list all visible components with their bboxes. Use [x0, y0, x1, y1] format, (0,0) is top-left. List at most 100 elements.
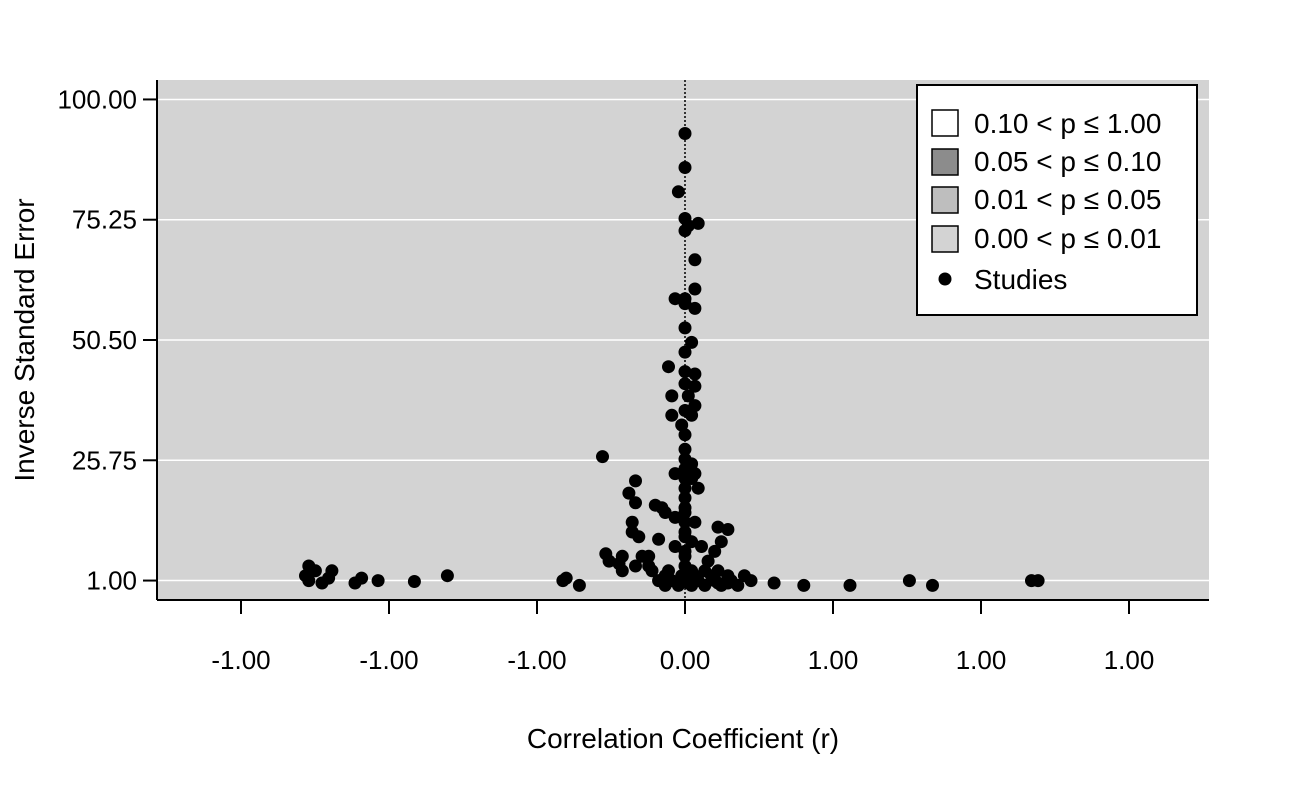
- study-point: [632, 530, 646, 544]
- legend-swatch-2: [931, 148, 959, 176]
- study-point: [678, 321, 692, 335]
- study-point: [926, 578, 939, 592]
- study-point: [678, 161, 692, 174]
- data-points: [299, 127, 1045, 592]
- legend-point-marker: [938, 272, 952, 286]
- x-tick-label: -1.00: [507, 645, 566, 675]
- study-point: [1031, 574, 1045, 588]
- study-point: [711, 520, 725, 534]
- study-point: [678, 506, 692, 519]
- study-point: [685, 408, 699, 422]
- y-axis-ticks: 1.00 25.75 50.50 75.25 100.00: [57, 84, 157, 596]
- legend: 0.10 < p ≤ 1.00 0.05 < p ≤ 0.10 0.01 < p…: [916, 84, 1198, 316]
- study-point: [302, 574, 316, 588]
- study-point: [407, 575, 421, 588]
- study-point: [797, 578, 811, 592]
- study-point: [688, 379, 702, 393]
- legend-label-4: 0.00 < p ≤ 0.01: [974, 223, 1161, 254]
- y-tick-label: 1.00: [86, 566, 137, 596]
- study-point: [602, 554, 616, 568]
- study-point: [902, 574, 916, 588]
- study-point: [691, 216, 705, 230]
- study-point: [668, 292, 682, 306]
- study-point: [596, 450, 609, 464]
- study-point: [371, 574, 385, 588]
- legend-label-3: 0.01 < p ≤ 0.05: [974, 184, 1161, 215]
- legend-swatch-1: [931, 109, 959, 137]
- study-point: [671, 185, 685, 199]
- y-axis-title: Inverse Standard Error: [9, 198, 40, 481]
- study-point: [685, 472, 699, 485]
- study-point: [721, 576, 735, 590]
- study-point: [658, 506, 672, 519]
- study-point: [671, 578, 685, 592]
- study-point: [678, 515, 692, 529]
- study-point: [668, 467, 682, 481]
- study-point: [843, 578, 857, 592]
- study-point: [355, 571, 369, 585]
- study-point: [678, 345, 692, 359]
- study-point: [645, 564, 659, 578]
- x-axis-ticks: -1.00 -1.00 -1.00 0.00 1.00 1.00 1.00: [211, 600, 1154, 675]
- legend-label-2: 0.05 < p ≤ 0.10: [974, 146, 1161, 177]
- legend-swatch-4: [931, 225, 959, 253]
- study-point: [658, 578, 672, 592]
- study-point: [695, 540, 708, 553]
- legend-box: [916, 84, 1198, 316]
- study-point: [629, 496, 642, 510]
- study-point: [678, 442, 692, 456]
- study-point: [665, 408, 679, 422]
- study-point: [622, 486, 636, 500]
- study-point: [681, 576, 695, 590]
- study-point: [767, 576, 781, 590]
- study-point: [642, 549, 656, 563]
- study-point: [678, 377, 692, 391]
- study-point: [681, 219, 695, 233]
- study-point: [559, 571, 573, 585]
- legend-label-5: Studies: [974, 264, 1067, 295]
- study-point: [440, 569, 454, 583]
- study-point: [629, 474, 642, 488]
- x-tick-label: -1.00: [211, 645, 270, 675]
- study-point: [688, 515, 702, 529]
- study-point: [668, 510, 682, 524]
- study-point: [662, 360, 675, 374]
- study-point: [744, 574, 758, 588]
- x-tick-label: 1.00: [1104, 645, 1155, 675]
- y-tick-label: 25.75: [72, 445, 137, 475]
- study-point: [691, 481, 705, 495]
- study-point: [652, 532, 666, 546]
- legend-label-1: 0.10 < p ≤ 1.00: [974, 108, 1161, 139]
- study-point: [668, 540, 682, 553]
- x-tick-label: 0.00: [660, 645, 711, 675]
- y-tick-label: 50.50: [72, 325, 137, 355]
- x-tick-label: 1.00: [808, 645, 859, 675]
- study-point: [678, 549, 692, 563]
- study-point: [675, 418, 689, 432]
- x-axis-title: Correlation Coefficient (r): [527, 723, 839, 754]
- study-point: [678, 481, 692, 495]
- study-point: [325, 564, 339, 578]
- study-point: [688, 367, 702, 381]
- legend-swatch-3: [931, 186, 959, 214]
- study-point: [688, 282, 702, 296]
- study-point: [721, 523, 735, 536]
- study-point: [308, 564, 322, 578]
- study-point: [572, 578, 586, 592]
- study-point: [688, 253, 702, 267]
- study-point: [688, 301, 702, 315]
- study-point: [681, 389, 695, 403]
- y-tick-label: 75.25: [72, 205, 137, 235]
- study-point: [629, 559, 642, 573]
- x-tick-label: -1.00: [359, 645, 418, 675]
- study-point: [685, 335, 699, 349]
- study-point: [698, 578, 712, 592]
- study-point: [708, 544, 722, 558]
- study-point: [678, 491, 692, 505]
- study-point: [678, 297, 692, 311]
- y-tick-label: 100.00: [57, 84, 137, 114]
- study-point: [625, 515, 639, 529]
- study-point: [685, 535, 699, 549]
- study-point: [678, 365, 692, 379]
